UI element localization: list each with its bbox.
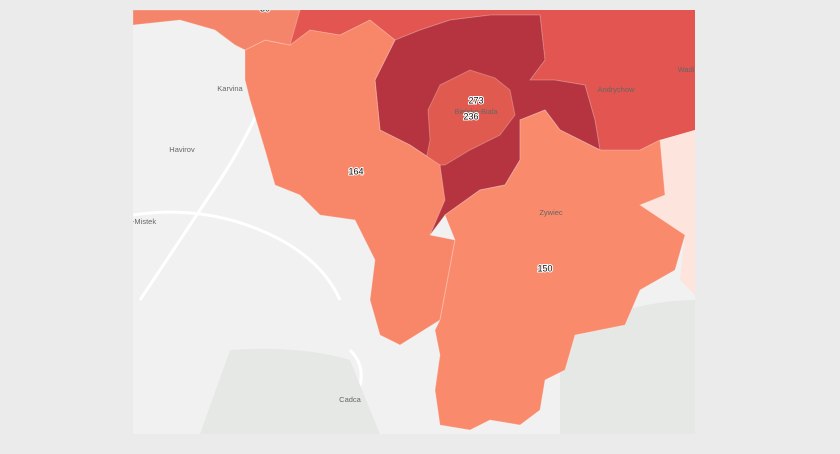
map-area: Karvina Havirov -Mistek Cadca Zywiec Bielsko-…: [132, 3, 695, 434]
place-label: Andrychow: [597, 85, 635, 94]
region-value-label: 273: [468, 95, 483, 105]
region: [434, 109, 686, 431]
labels: 273 236 164 150: [347, 94, 553, 274]
region: [640, 130, 695, 295]
place-label: Zywiec: [539, 208, 563, 217]
region-value-label: 164: [348, 166, 363, 176]
region-value-label: 150: [537, 263, 552, 273]
place-label: Karvina: [217, 84, 243, 93]
place-label: Bielsko-Biala: [454, 107, 498, 116]
region: [424, 69, 516, 166]
place-label: Havirov: [169, 145, 195, 154]
region-value-label: 236: [463, 111, 478, 121]
place-label: Wadi: [678, 65, 695, 74]
roads: [133, 10, 695, 434]
region: [133, 10, 301, 51]
region-value-label: 30: [260, 3, 270, 13]
place-label: -Mistek: [132, 217, 156, 226]
region: [270, 10, 695, 150]
place-label: Cadca: [339, 395, 362, 404]
